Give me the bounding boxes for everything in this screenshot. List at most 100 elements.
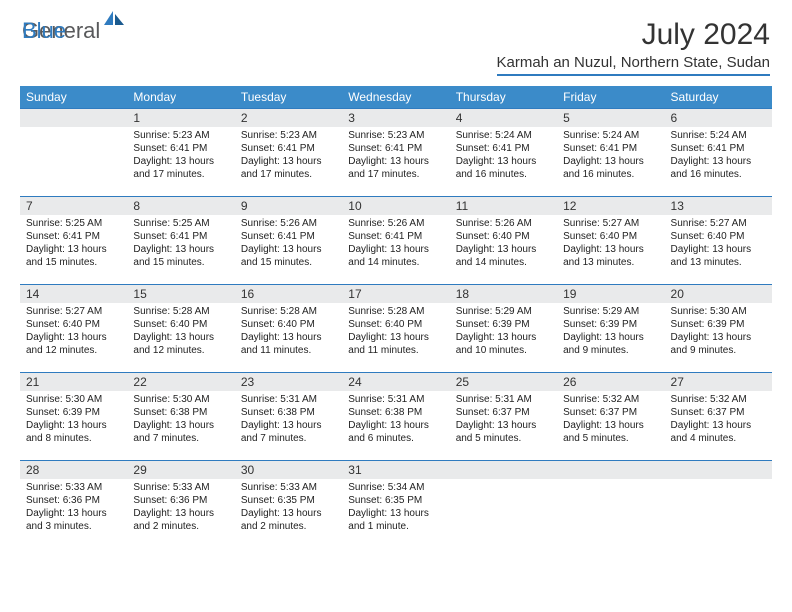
day-number: 6 [665, 109, 772, 127]
sunrise-text: Sunrise: 5:26 AM [456, 217, 551, 230]
sunset-text: Sunset: 6:36 PM [133, 494, 228, 507]
calendar-cell: 6Sunrise: 5:24 AMSunset: 6:41 PMDaylight… [665, 109, 772, 197]
day-number: 26 [557, 373, 664, 391]
daylight-text: Daylight: 13 hours and 16 minutes. [456, 155, 551, 181]
day-number: 29 [127, 461, 234, 479]
page-header: General Blue July 2024 Karmah an Nuzul, … [0, 0, 792, 80]
day-number: 24 [342, 373, 449, 391]
day-details: Sunrise: 5:24 AMSunset: 6:41 PMDaylight:… [450, 127, 557, 185]
day-number: 30 [235, 461, 342, 479]
calendar-cell: 1Sunrise: 5:23 AMSunset: 6:41 PMDaylight… [127, 109, 234, 197]
sunset-text: Sunset: 6:41 PM [348, 142, 443, 155]
sunset-text: Sunset: 6:35 PM [241, 494, 336, 507]
calendar-head: SundayMondayTuesdayWednesdayThursdayFrid… [20, 86, 772, 109]
day-details: Sunrise: 5:24 AMSunset: 6:41 PMDaylight:… [557, 127, 664, 185]
sunset-text: Sunset: 6:38 PM [348, 406, 443, 419]
day-details: Sunrise: 5:33 AMSunset: 6:35 PMDaylight:… [235, 479, 342, 537]
sunset-text: Sunset: 6:41 PM [563, 142, 658, 155]
calendar-cell: 27Sunrise: 5:32 AMSunset: 6:37 PMDayligh… [665, 373, 772, 461]
sunset-text: Sunset: 6:40 PM [456, 230, 551, 243]
daylight-text: Daylight: 13 hours and 4 minutes. [671, 419, 766, 445]
sunrise-text: Sunrise: 5:34 AM [348, 481, 443, 494]
sunset-text: Sunset: 6:40 PM [241, 318, 336, 331]
sunset-text: Sunset: 6:37 PM [456, 406, 551, 419]
calendar-cell [665, 461, 772, 549]
day-details: Sunrise: 5:27 AMSunset: 6:40 PMDaylight:… [557, 215, 664, 273]
calendar-cell [450, 461, 557, 549]
empty-day [665, 461, 772, 479]
day-details: Sunrise: 5:28 AMSunset: 6:40 PMDaylight:… [342, 303, 449, 361]
day-details: Sunrise: 5:32 AMSunset: 6:37 PMDaylight:… [665, 391, 772, 449]
sunrise-text: Sunrise: 5:25 AM [133, 217, 228, 230]
sunrise-text: Sunrise: 5:27 AM [671, 217, 766, 230]
empty-day [557, 461, 664, 479]
day-number: 13 [665, 197, 772, 215]
calendar-body: 1Sunrise: 5:23 AMSunset: 6:41 PMDaylight… [20, 109, 772, 549]
sunset-text: Sunset: 6:41 PM [671, 142, 766, 155]
calendar-cell: 19Sunrise: 5:29 AMSunset: 6:39 PMDayligh… [557, 285, 664, 373]
calendar-cell: 3Sunrise: 5:23 AMSunset: 6:41 PMDaylight… [342, 109, 449, 197]
calendar-cell: 16Sunrise: 5:28 AMSunset: 6:40 PMDayligh… [235, 285, 342, 373]
calendar-cell: 17Sunrise: 5:28 AMSunset: 6:40 PMDayligh… [342, 285, 449, 373]
day-number: 16 [235, 285, 342, 303]
daylight-text: Daylight: 13 hours and 6 minutes. [348, 419, 443, 445]
calendar-cell: 4Sunrise: 5:24 AMSunset: 6:41 PMDaylight… [450, 109, 557, 197]
sunset-text: Sunset: 6:39 PM [671, 318, 766, 331]
daylight-text: Daylight: 13 hours and 7 minutes. [133, 419, 228, 445]
sunrise-text: Sunrise: 5:31 AM [456, 393, 551, 406]
day-details: Sunrise: 5:26 AMSunset: 6:40 PMDaylight:… [450, 215, 557, 273]
day-number: 27 [665, 373, 772, 391]
day-number: 20 [665, 285, 772, 303]
sunrise-text: Sunrise: 5:32 AM [671, 393, 766, 406]
day-number: 11 [450, 197, 557, 215]
daylight-text: Daylight: 13 hours and 13 minutes. [563, 243, 658, 269]
daylight-text: Daylight: 13 hours and 13 minutes. [671, 243, 766, 269]
day-header: Friday [557, 86, 664, 109]
sunset-text: Sunset: 6:41 PM [456, 142, 551, 155]
day-details: Sunrise: 5:23 AMSunset: 6:41 PMDaylight:… [127, 127, 234, 185]
sunrise-text: Sunrise: 5:33 AM [26, 481, 121, 494]
calendar-cell: 26Sunrise: 5:32 AMSunset: 6:37 PMDayligh… [557, 373, 664, 461]
empty-day [20, 109, 127, 127]
calendar-cell: 2Sunrise: 5:23 AMSunset: 6:41 PMDaylight… [235, 109, 342, 197]
day-details: Sunrise: 5:31 AMSunset: 6:37 PMDaylight:… [450, 391, 557, 449]
day-number: 21 [20, 373, 127, 391]
day-details: Sunrise: 5:29 AMSunset: 6:39 PMDaylight:… [557, 303, 664, 361]
sunset-text: Sunset: 6:37 PM [563, 406, 658, 419]
daylight-text: Daylight: 13 hours and 7 minutes. [241, 419, 336, 445]
calendar-cell: 20Sunrise: 5:30 AMSunset: 6:39 PMDayligh… [665, 285, 772, 373]
sunset-text: Sunset: 6:40 PM [133, 318, 228, 331]
sunset-text: Sunset: 6:40 PM [348, 318, 443, 331]
sunrise-text: Sunrise: 5:29 AM [563, 305, 658, 318]
sunrise-text: Sunrise: 5:31 AM [348, 393, 443, 406]
day-header: Saturday [665, 86, 772, 109]
calendar-cell: 15Sunrise: 5:28 AMSunset: 6:40 PMDayligh… [127, 285, 234, 373]
calendar-week-row: 1Sunrise: 5:23 AMSunset: 6:41 PMDaylight… [20, 109, 772, 197]
day-details: Sunrise: 5:27 AMSunset: 6:40 PMDaylight:… [665, 215, 772, 273]
day-details: Sunrise: 5:26 AMSunset: 6:41 PMDaylight:… [342, 215, 449, 273]
calendar-cell [20, 109, 127, 197]
sunrise-text: Sunrise: 5:23 AM [133, 129, 228, 142]
sunrise-text: Sunrise: 5:29 AM [456, 305, 551, 318]
sunset-text: Sunset: 6:35 PM [348, 494, 443, 507]
sunset-text: Sunset: 6:41 PM [26, 230, 121, 243]
daylight-text: Daylight: 13 hours and 15 minutes. [133, 243, 228, 269]
sunset-text: Sunset: 6:37 PM [671, 406, 766, 419]
day-header: Tuesday [235, 86, 342, 109]
sunset-text: Sunset: 6:39 PM [26, 406, 121, 419]
sunrise-text: Sunrise: 5:30 AM [671, 305, 766, 318]
day-details: Sunrise: 5:30 AMSunset: 6:39 PMDaylight:… [665, 303, 772, 361]
calendar-cell: 18Sunrise: 5:29 AMSunset: 6:39 PMDayligh… [450, 285, 557, 373]
empty-day [450, 461, 557, 479]
day-header: Monday [127, 86, 234, 109]
sunset-text: Sunset: 6:39 PM [456, 318, 551, 331]
calendar-cell: 13Sunrise: 5:27 AMSunset: 6:40 PMDayligh… [665, 197, 772, 285]
daylight-text: Daylight: 13 hours and 14 minutes. [348, 243, 443, 269]
daylight-text: Daylight: 13 hours and 9 minutes. [563, 331, 658, 357]
daylight-text: Daylight: 13 hours and 5 minutes. [563, 419, 658, 445]
day-number: 3 [342, 109, 449, 127]
sunset-text: Sunset: 6:40 PM [26, 318, 121, 331]
daylight-text: Daylight: 13 hours and 11 minutes. [241, 331, 336, 357]
daylight-text: Daylight: 13 hours and 5 minutes. [456, 419, 551, 445]
calendar-cell: 30Sunrise: 5:33 AMSunset: 6:35 PMDayligh… [235, 461, 342, 549]
